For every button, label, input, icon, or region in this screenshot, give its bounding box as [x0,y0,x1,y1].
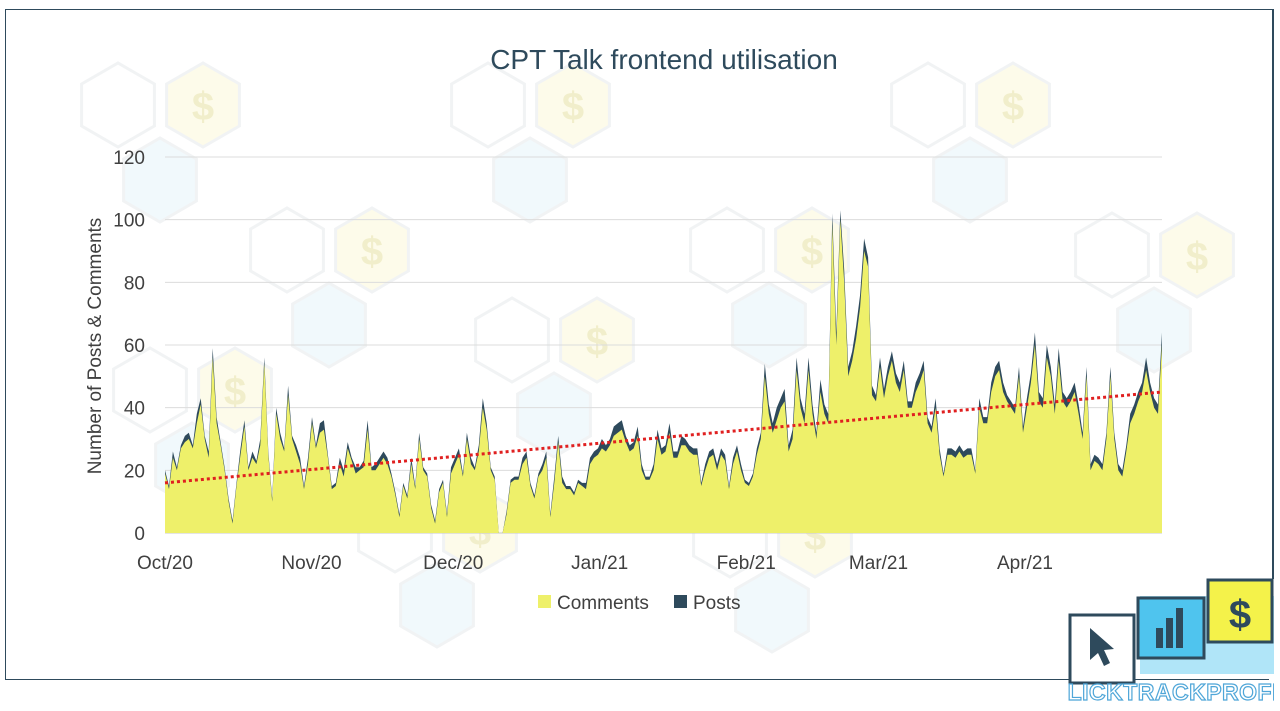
y-tick-label: 40 [124,399,145,420]
background-watermark: $$$$$$$$$$ [80,61,1235,654]
watermark-hexagon [1116,286,1192,374]
legend-label-posts: Posts [693,593,741,614]
legend: Comments Posts [538,593,741,614]
watermark-hexagon [399,561,475,649]
watermark-hexagon [1159,211,1235,299]
y-tick-label: 0 [134,524,145,545]
frame-right-border [1272,9,1274,579]
watermark-hexagon [774,206,850,294]
watermark-hexagon [112,346,188,434]
watermark-hexagon [932,136,1008,224]
brand-name: CLICKTRACKPROFIT [1068,679,1274,705]
clicktrackprofit-logo: $ CLICKTRACKPROFIT [1050,578,1280,706]
watermark-hexagon [734,566,810,654]
axes: 0 20 40 60 80 100 120 Oct/20 Nov/20 Dec/20 Jan/21 F… [113,148,1053,574]
bar-chart-icon [1156,628,1163,648]
watermark-hexagon [731,281,807,369]
watermark-dollar-icon: $ [801,230,823,274]
chart-title: CPT Talk frontend utilisation [490,44,838,75]
watermark-hexagon [516,371,592,459]
x-tick-label: Nov/20 [281,553,341,574]
x-tick-label: Jan/21 [571,553,628,574]
watermark-hexagon [689,206,765,294]
x-tick-label: Dec/20 [423,553,483,574]
x-tick-label: Apr/21 [997,553,1053,574]
watermark-dollar-icon: $ [361,230,383,274]
watermark-hexagon [334,206,410,294]
trendline [164,390,1163,485]
watermark-hexagon [474,296,550,384]
chart-frame [5,9,1269,680]
legend-swatch-comments [538,595,551,608]
frame-top-border [5,9,1274,10]
watermark-dollar-icon: $ [1186,235,1208,279]
legend-swatch-posts [674,595,687,608]
x-tick-label: Oct/20 [137,553,193,574]
watermark-dollar-icon: $ [224,370,246,414]
watermark-hexagon [975,61,1051,149]
watermark-dollar-icon: $ [562,85,584,129]
x-tick-label: Mar/21 [849,553,908,574]
plot-areas [165,210,1162,534]
y-axis-label: Number of Posts & Comments [85,218,106,475]
watermark-hexagon [80,61,156,149]
watermark-hexagon [249,206,325,294]
legend-label-comments: Comments [557,593,649,614]
watermark-hexagon [492,136,568,224]
comments-area [165,219,1162,533]
y-tick-label: 80 [124,273,145,294]
cursor-icon [1090,628,1114,666]
dollar-icon: $ [1229,593,1251,637]
watermark-dollar-icon: $ [586,320,608,364]
watermark-hexagon [165,61,241,149]
watermark-hexagon [559,296,635,384]
x-tick-label: Feb/21 [717,553,776,574]
y-tick-label: 100 [113,211,145,232]
watermark-hexagon [1074,211,1150,299]
watermark-hexagon [291,281,367,369]
watermark-hexagon [450,61,526,149]
watermark-hexagon [535,61,611,149]
y-tick-label: 20 [124,461,145,482]
watermark-dollar-icon: $ [192,85,214,129]
y-tick-label: 120 [113,148,145,169]
watermark-hexagon [197,346,273,434]
y-tick-label: 60 [124,336,145,357]
watermark-hexagon [122,136,198,224]
trendline-line [164,390,1163,485]
watermark-hexagon [890,61,966,149]
watermark-dollar-icon: $ [1002,85,1024,129]
dollar-box [1206,578,1274,644]
